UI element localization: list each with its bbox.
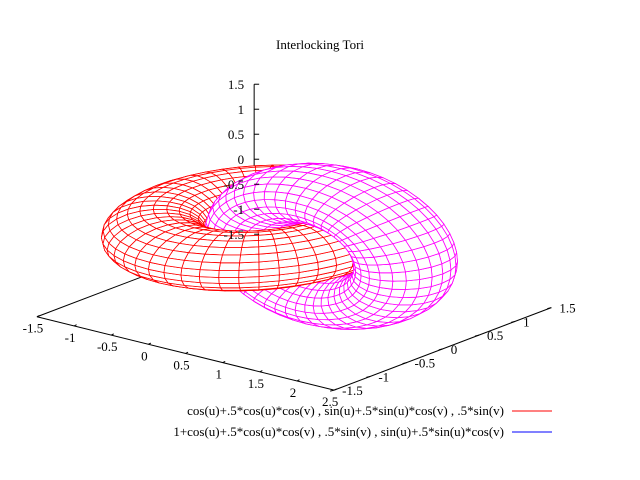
legend: cos(u)+.5*cos(u)*cos(v) , sin(u)+.5*sin(… [173,403,552,439]
x-tick-mark [111,333,114,336]
x-tick-mark [259,370,263,373]
y-tick-mark [402,362,407,365]
surface-1-patch [219,254,241,264]
y-tick-label: -1 [378,369,389,384]
y-tick-label: 0.5 [487,328,503,343]
surface-2-patch [391,271,407,282]
y-tick-label: 1.5 [559,301,575,316]
x-tick-mark [222,360,226,364]
surface-1-patch [240,246,260,256]
surface-1-patch [198,269,220,278]
surface-2-patch [320,297,330,307]
y-tick-mark [438,348,443,351]
x-tick-mark [73,324,77,327]
surface-1-patch [152,204,168,210]
z-tick-label: -1.5 [224,227,245,242]
chart-title: Interlocking Tori [276,37,364,52]
x-tick-label: 1.5 [248,376,264,391]
y-tick-mark [474,334,480,337]
surface-1-patch [218,282,240,289]
surface-1-patch [201,253,223,264]
x-tick-mark [185,351,189,354]
tick-labels: -1.5 -1 -0.5 0 0.5 1 1.5 2 2.5 -1.5 -1 -0.5 0 0.5 1 1.5… [23,77,576,409]
surface-2-patch [274,191,289,202]
surface-1-patch [181,259,203,271]
x-tick-label: 0 [141,348,148,363]
surface-2-patch [391,280,407,290]
surface-2-patch [379,279,394,290]
surface-2-patch [253,191,265,201]
surfaces [101,162,458,330]
y-tick-mark [511,320,516,323]
surface-1-patch [199,261,221,271]
surface-1-patch [258,245,278,255]
z-tick-label: 0.5 [228,127,244,142]
y-tick-mark [330,389,335,392]
x-tick-label: 0.5 [173,357,189,372]
surface-1-patch [221,247,243,256]
y-tick-label: 1 [523,314,530,329]
surface-2-patch [233,194,246,206]
y-tick-label: 0 [451,342,458,357]
x-tick-label: 1 [215,367,222,382]
x-tick-label: -0.5 [97,339,118,354]
y-tick-label: -1.5 [342,383,363,398]
z-tick-label: -1 [233,202,244,217]
surface-1-patch [218,269,240,278]
x-tick-label: -1.5 [23,321,44,336]
surface-1-patch [218,277,240,284]
surface-2-patch [376,263,393,274]
surface-2-patch [327,295,337,306]
legend-entry-2-label: 1+cos(u)+.5*cos(u)*cos(v) , .5*sin(v) , … [173,424,504,439]
x-axis-line [36,316,335,391]
x-tick-mark [296,379,300,382]
x-tick-label: 2 [290,385,297,400]
z-tick-label: 1.5 [228,77,244,92]
x-tick-mark [36,315,40,318]
surface-1-patch [238,261,260,271]
y-tick-mark [366,375,371,378]
y-tick-label: -0.5 [415,356,436,371]
legend-entry-1-label: cos(u)+.5*cos(u)*cos(v) , sin(u)+.5*sin(… [187,403,504,418]
x-tick-label: 2.5 [322,394,338,409]
surface-2-patch [389,288,406,299]
y-tick-mark [547,307,552,310]
z-tick-label: -0.5 [224,177,245,192]
surface-1-patch [241,240,260,249]
z-tick-label: 1 [238,102,245,117]
surface-1-patch [218,262,240,271]
x-tick-label: -1 [65,330,76,345]
surface-1-patch [239,253,260,264]
z-tick-label: 0 [238,152,245,167]
surface-1-patch [238,269,260,278]
surface-2-patch [263,191,277,201]
surface-1-patch [115,241,130,255]
x-tick-mark [148,342,152,345]
surface-2-patch [379,272,394,282]
x-tick-mark [333,388,337,391]
